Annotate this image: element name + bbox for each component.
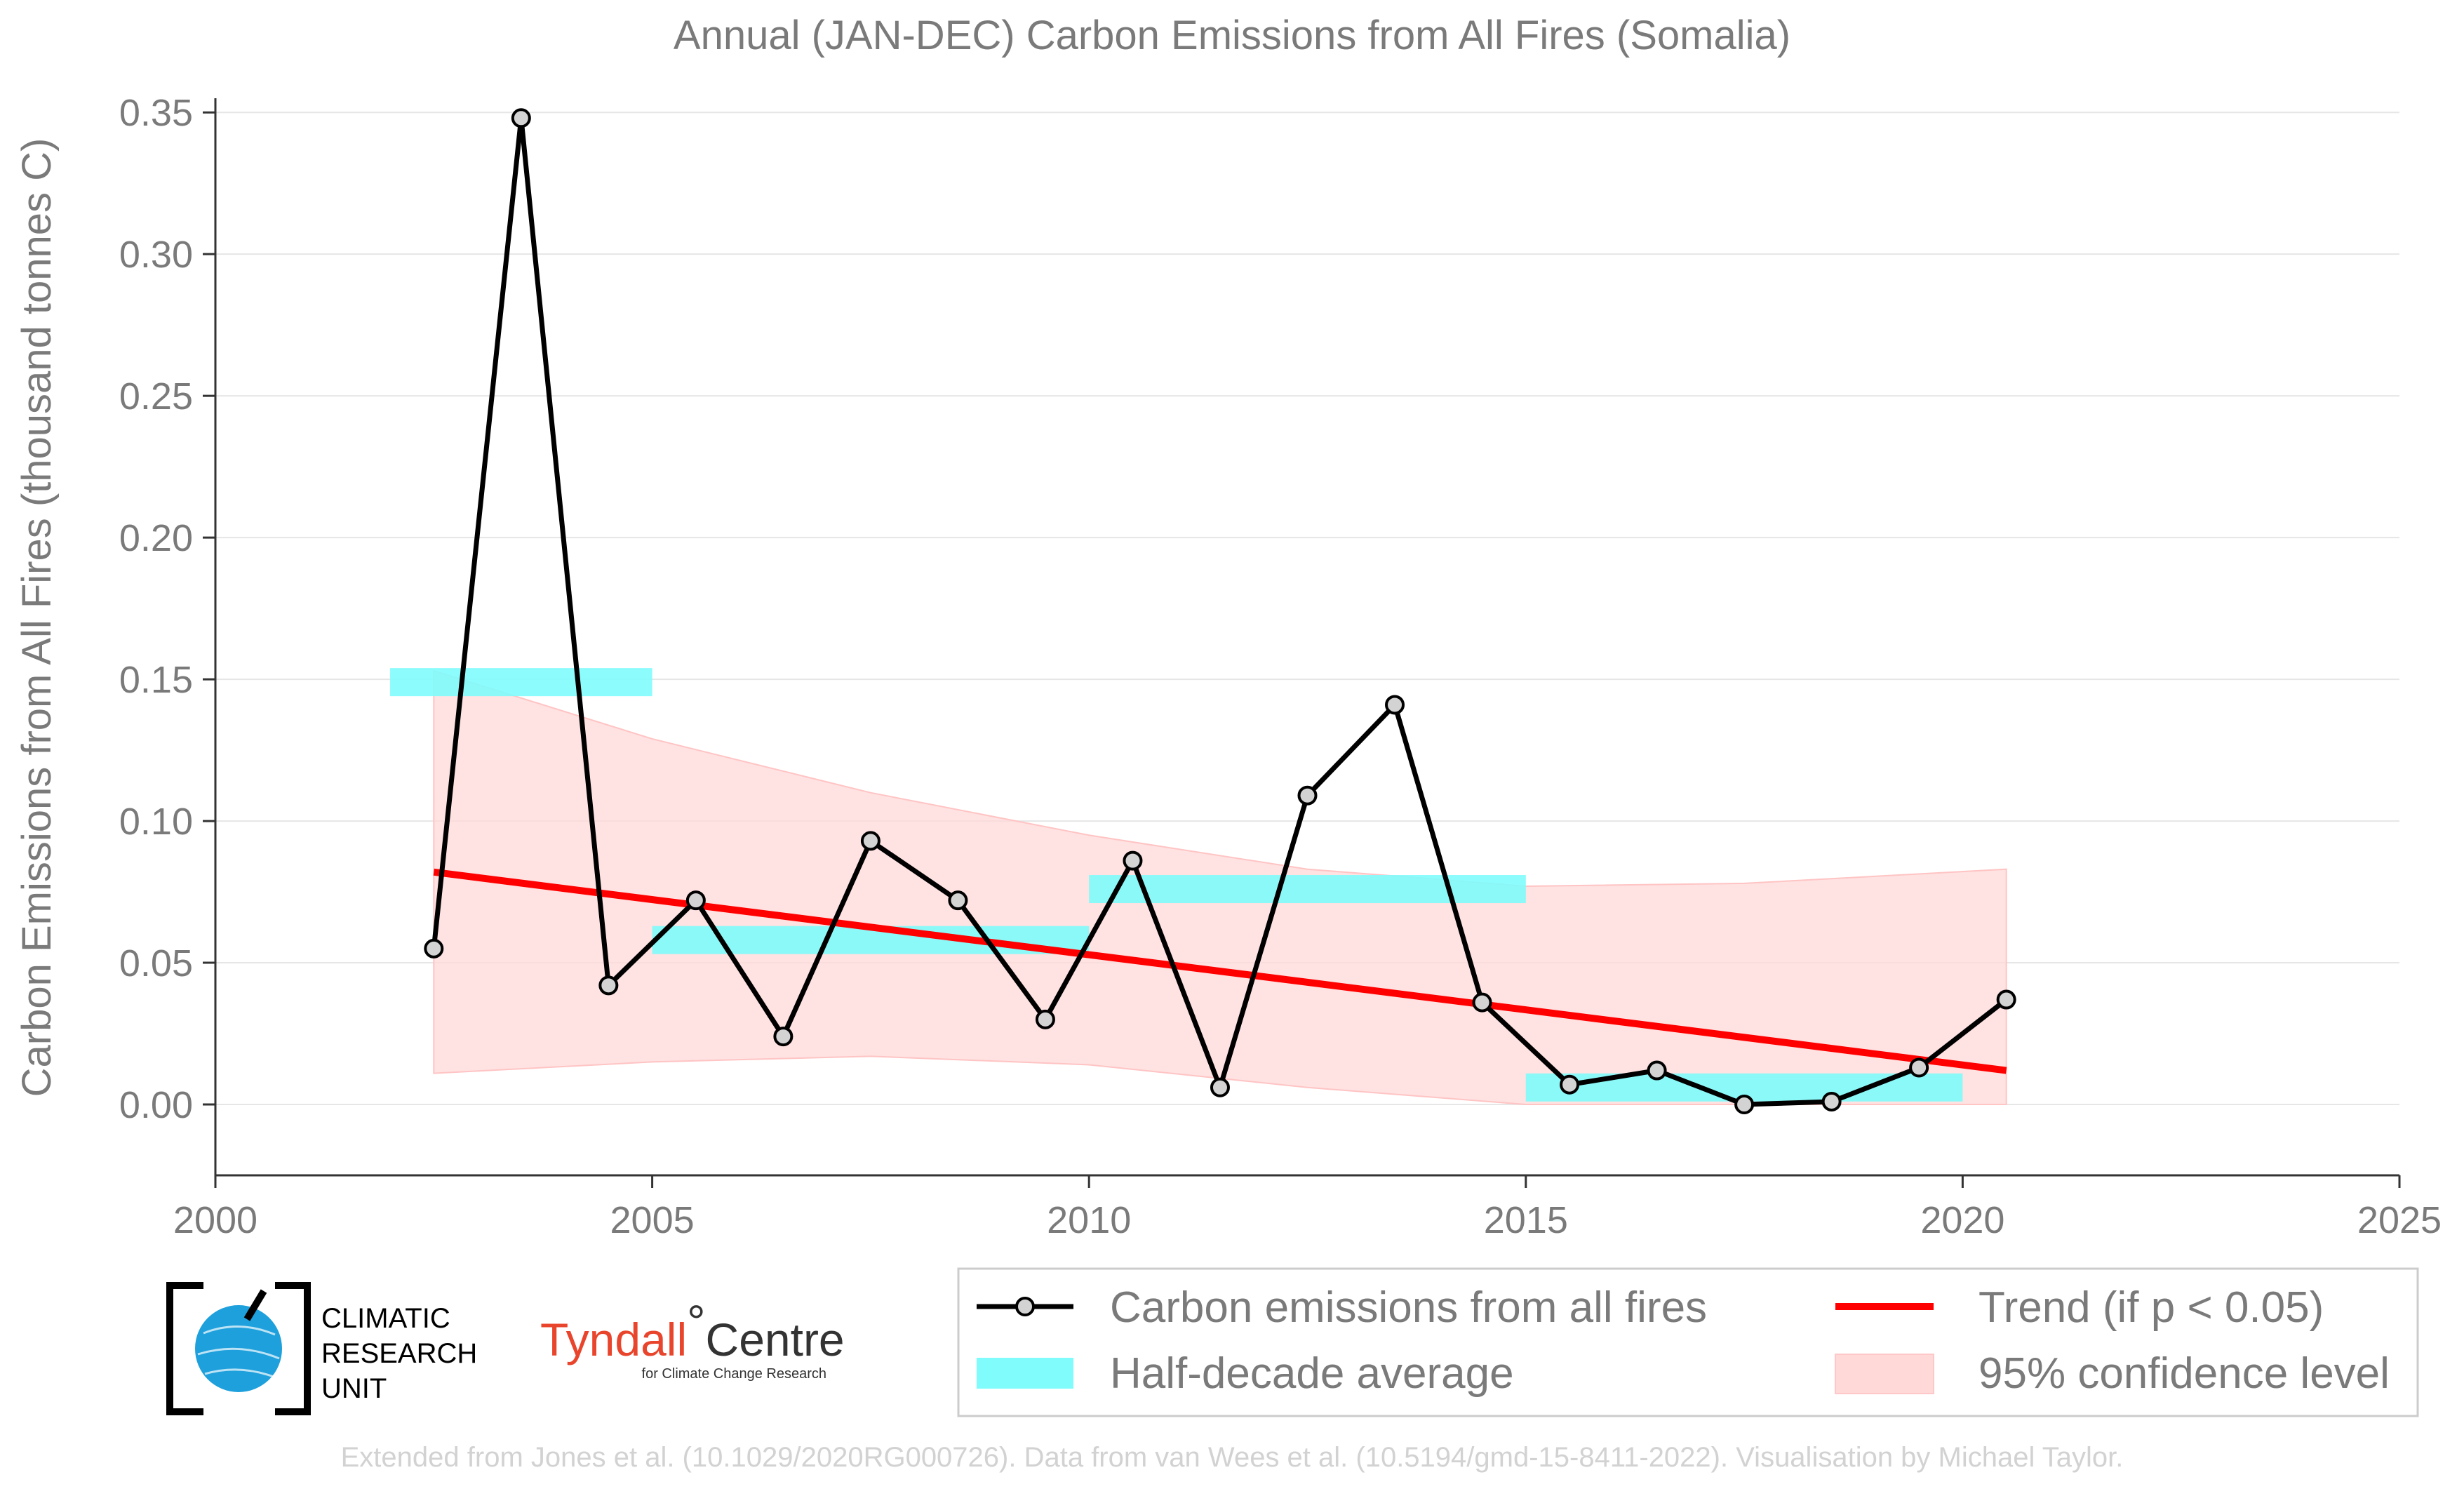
data-point (1560, 1074, 1580, 1095)
y-tick-label: 0.00 (119, 1084, 193, 1126)
x-tick-label: 2000 (173, 1199, 257, 1241)
data-point (1996, 989, 2016, 1010)
data-point (773, 1027, 794, 1047)
legend: Carbon emissions from all fires Trend (i… (957, 1267, 2419, 1417)
cru-logo-bracket-left (166, 1282, 203, 1415)
data-point (948, 890, 968, 911)
y-tick-label: 0.15 (119, 659, 193, 701)
y-tick-label: 0.10 (119, 801, 193, 843)
data-point (424, 938, 444, 959)
data-point (1210, 1077, 1230, 1097)
x-tick-label: 2025 (2357, 1199, 2442, 1241)
data-point (598, 975, 619, 996)
data-point (1123, 850, 1143, 871)
y-axis-label: Carbon Emissions from All Fires (thousan… (14, 138, 60, 1097)
half-decade-bar (1089, 875, 1526, 904)
legend-label-confidence: 95% confidence level (1978, 1349, 2390, 1398)
data-point (860, 831, 881, 851)
x-tick-label: 2020 (1920, 1199, 2004, 1241)
data-point (1647, 1060, 1667, 1081)
x-tick-label: 2010 (1047, 1199, 1131, 1241)
cru-logo-line2: RESEARCH (321, 1338, 477, 1369)
y-tick-label: 0.25 (119, 375, 193, 418)
data-point (1385, 695, 1405, 715)
tyndall-logo: Tyndall°Centre for Climate Change Resear… (540, 1295, 845, 1382)
data-point (1297, 785, 1318, 806)
legend-half-decade-icon (977, 1358, 1073, 1389)
emissions-series (424, 108, 2016, 1115)
y-tick-label: 0.35 (119, 92, 193, 134)
data-point (1472, 992, 1492, 1013)
data-point (1821, 1091, 1842, 1111)
legend-item-trend: Trend (if p < 0.05) (1835, 1283, 2324, 1332)
cru-logo: CLIMATIC RESEARCH UNIT (166, 1282, 477, 1415)
data-point (1035, 1009, 1055, 1029)
legend-label-emissions: Carbon emissions from all fires (1110, 1283, 1707, 1332)
tyndall-logo-wordmark: Tyndall°Centre (540, 1295, 845, 1365)
legend-item-confidence: 95% confidence level (1835, 1349, 2390, 1398)
legend-item-emissions: Carbon emissions from all fires (977, 1283, 1707, 1332)
x-tick-label: 2015 (1484, 1199, 1568, 1241)
data-point (1909, 1057, 1929, 1078)
legend-label-trend: Trend (if p < 0.05) (1978, 1283, 2324, 1332)
y-tick-label: 0.05 (119, 942, 193, 984)
credit-text: Extended from Jones et al. (10.1029/2020… (341, 1442, 2124, 1473)
cru-logo-line3: UNIT (321, 1373, 387, 1404)
data-point (511, 108, 531, 128)
legend-confidence-icon (1835, 1354, 1934, 1394)
legend-label-half-decade: Half-decade average (1110, 1349, 1514, 1398)
half-decade-bar (390, 668, 652, 697)
globe-icon (195, 1289, 282, 1392)
chart-title: Annual (JAN-DEC) Carbon Emissions from A… (674, 13, 1790, 58)
x-tick-label: 2005 (610, 1199, 695, 1241)
cru-logo-line1: CLIMATIC (321, 1303, 450, 1334)
cru-logo-bracket-right (275, 1282, 311, 1415)
data-point (685, 890, 706, 911)
axes: 0.00 0.05 0.10 0.15 0.20 0.25 0.30 0.35 2000 2005… (119, 92, 2442, 1241)
y-tick-label: 0.20 (119, 517, 193, 559)
tyndall-logo-subtitle: for Climate Change Research (642, 1366, 826, 1382)
legend-item-half-decade: Half-decade average (977, 1349, 1514, 1398)
y-tick-label: 0.30 (119, 234, 193, 276)
legend-marker-icon (1015, 1297, 1035, 1316)
data-point (1734, 1095, 1755, 1115)
legend-frame (957, 1267, 2419, 1417)
